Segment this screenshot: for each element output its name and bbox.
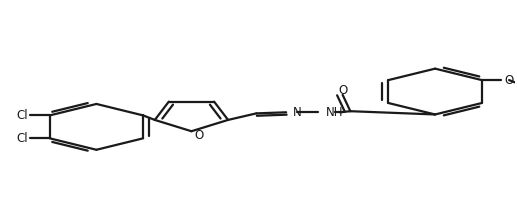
Text: O: O [338,84,347,97]
Text: Cl: Cl [16,109,27,122]
Text: N: N [293,106,301,119]
Text: NH: NH [326,106,343,119]
Text: O: O [194,129,204,142]
Text: O: O [504,74,513,87]
Text: Cl: Cl [16,132,27,145]
